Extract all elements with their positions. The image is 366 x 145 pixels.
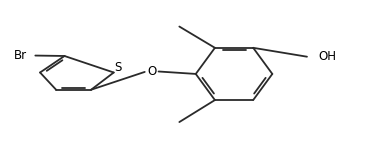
Text: Br: Br: [14, 49, 27, 62]
Text: OH: OH: [318, 50, 336, 63]
Text: S: S: [115, 61, 122, 74]
Text: O: O: [147, 65, 157, 78]
